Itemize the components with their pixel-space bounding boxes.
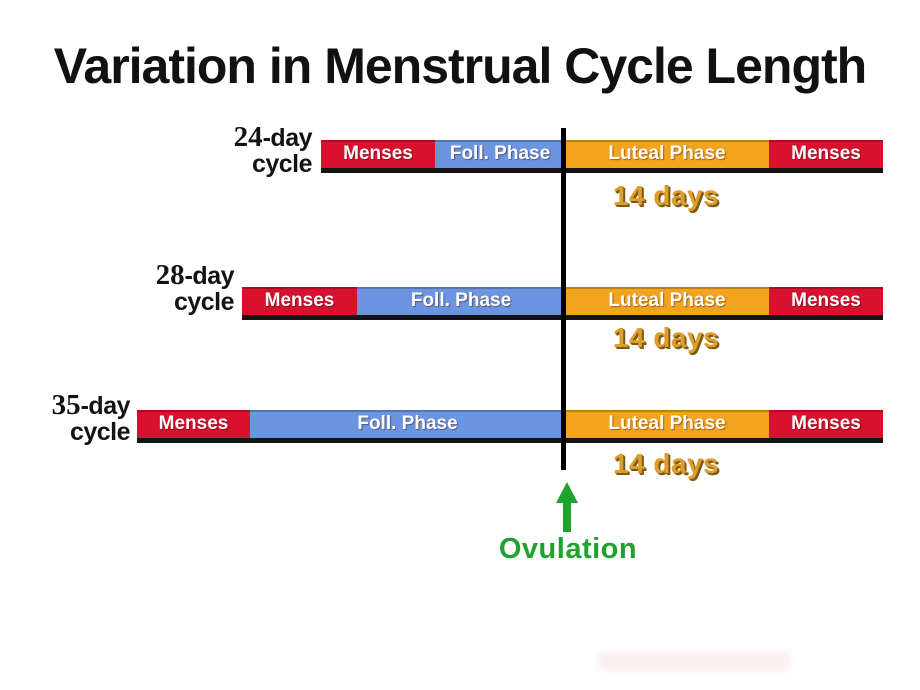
ovulation-arrow-stem bbox=[563, 500, 571, 532]
cycle-bar-35-day: Menses Foll. Phase Luteal Phase Menses bbox=[137, 410, 883, 443]
menses-segment: Menses bbox=[769, 140, 883, 168]
luteal-duration-label: 14 days bbox=[612, 322, 720, 353]
ovulation-timeline-line bbox=[561, 128, 566, 470]
page-title: Variation in Menstrual Cycle Length bbox=[53, 38, 867, 94]
menses-segment: Menses bbox=[242, 287, 357, 315]
menses-segment: Menses bbox=[321, 140, 435, 168]
luteal-duration-label: 14 days bbox=[612, 448, 720, 479]
follicular-phase-segment: Foll. Phase bbox=[357, 287, 565, 315]
luteal-phase-segment: Luteal Phase bbox=[565, 410, 769, 438]
luteal-phase-segment: Luteal Phase bbox=[565, 287, 769, 315]
follicular-phase-segment: Foll. Phase bbox=[250, 410, 565, 438]
luteal-phase-segment: Luteal Phase bbox=[565, 140, 769, 168]
menses-segment: Menses bbox=[769, 410, 883, 438]
cycle-label-line1: 35-day bbox=[51, 389, 131, 421]
follicular-phase-segment: Foll. Phase bbox=[435, 140, 565, 168]
cycle-label-line2: cycle bbox=[173, 288, 235, 316]
cycle-label-35-day: 35-day cycle bbox=[51, 389, 131, 446]
ovulation-arrow-icon bbox=[556, 482, 578, 503]
scan-artifact-smudge bbox=[598, 651, 790, 671]
cycle-label-line1: 24-day bbox=[233, 121, 313, 153]
cycle-label-28-day: 28-day cycle bbox=[155, 259, 235, 316]
menses-segment: Menses bbox=[769, 287, 883, 315]
ovulation-label: Ovulation bbox=[498, 533, 638, 565]
cycle-bar-28-day: Menses Foll. Phase Luteal Phase Menses bbox=[242, 287, 883, 320]
cycle-label-line1: 28-day bbox=[155, 259, 235, 291]
cycle-label-line2: cycle bbox=[251, 150, 313, 178]
cycle-bar-24-day: Menses Foll. Phase Luteal Phase Menses bbox=[321, 140, 883, 173]
cycle-label-24-day: 24-day cycle bbox=[233, 121, 313, 178]
luteal-duration-label: 14 days bbox=[612, 180, 720, 211]
cycle-label-line2: cycle bbox=[69, 418, 131, 446]
menses-segment: Menses bbox=[137, 410, 250, 438]
